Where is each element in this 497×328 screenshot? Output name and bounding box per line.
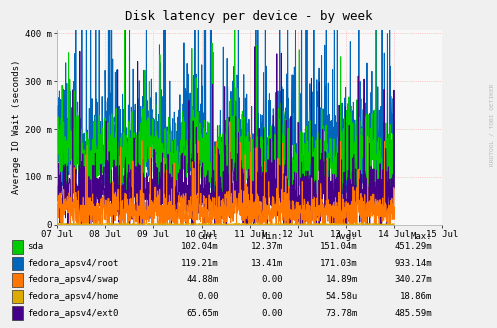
Text: RRDTOOL / TOBI OETIKER: RRDTOOL / TOBI OETIKER: [490, 83, 495, 166]
Bar: [12, 257, 23, 270]
Text: 451.29m: 451.29m: [395, 242, 432, 251]
Text: 340.27m: 340.27m: [395, 276, 432, 284]
Text: 0.00: 0.00: [197, 292, 219, 301]
Text: fedora_apsv4/home: fedora_apsv4/home: [27, 292, 119, 301]
Text: 933.14m: 933.14m: [395, 259, 432, 268]
Text: 13.41m: 13.41m: [251, 259, 283, 268]
Text: Min:: Min:: [262, 232, 283, 241]
Text: fedora_apsv4/root: fedora_apsv4/root: [27, 259, 119, 268]
Text: 102.04m: 102.04m: [181, 242, 219, 251]
Text: sda: sda: [27, 242, 43, 251]
Y-axis label: Average IO Wait (seconds): Average IO Wait (seconds): [11, 60, 20, 194]
Text: fedora_apsv4/ext0: fedora_apsv4/ext0: [27, 309, 119, 318]
Bar: [12, 273, 23, 287]
Text: 0.00: 0.00: [262, 276, 283, 284]
Text: 18.86m: 18.86m: [400, 292, 432, 301]
Text: 171.03m: 171.03m: [320, 259, 358, 268]
Text: 44.88m: 44.88m: [186, 276, 219, 284]
Text: 119.21m: 119.21m: [181, 259, 219, 268]
Text: 0.00: 0.00: [262, 309, 283, 318]
Text: Cur:: Cur:: [197, 232, 219, 241]
Text: fedora_apsv4/swap: fedora_apsv4/swap: [27, 276, 119, 284]
Text: 54.58u: 54.58u: [326, 292, 358, 301]
Bar: [12, 290, 23, 303]
Bar: [12, 306, 23, 320]
Text: 151.04m: 151.04m: [320, 242, 358, 251]
Text: 485.59m: 485.59m: [395, 309, 432, 318]
Text: 14.89m: 14.89m: [326, 276, 358, 284]
Text: Disk latency per device - by week: Disk latency per device - by week: [125, 10, 372, 23]
Text: 0.00: 0.00: [262, 292, 283, 301]
Text: 73.78m: 73.78m: [326, 309, 358, 318]
Text: Avg:: Avg:: [336, 232, 358, 241]
Text: 65.65m: 65.65m: [186, 309, 219, 318]
Text: Max:: Max:: [411, 232, 432, 241]
Text: 12.37m: 12.37m: [251, 242, 283, 251]
Bar: [12, 240, 23, 254]
